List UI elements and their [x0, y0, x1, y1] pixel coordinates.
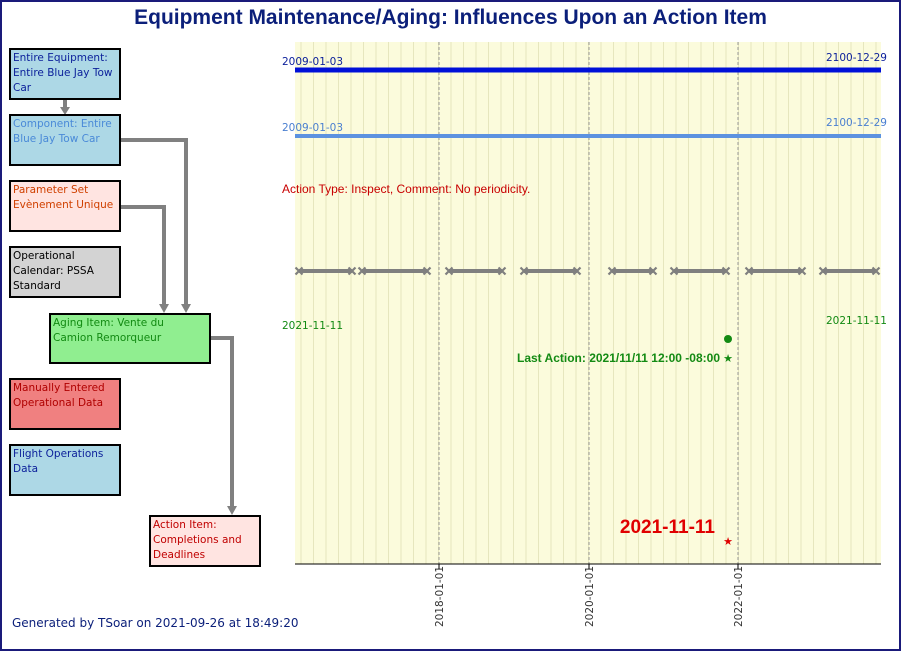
connector-component-aging — [120, 138, 188, 306]
component-start-label: 2009-01-03 — [282, 122, 343, 134]
last-action-label: Last Action: 2021/11/11 12:00 -08:00 — [517, 351, 720, 365]
x-tick-label: 2018-01-01 — [434, 566, 446, 627]
deadline-label: 2021-11-11 — [620, 517, 716, 538]
operational-calendar-box[interactable]: Operational Calendar: PSSA Standard — [9, 246, 121, 298]
connectors — [63, 98, 234, 507]
calendar-segment — [357, 266, 432, 276]
x-tick-label: 2022-01-01 — [733, 566, 745, 627]
parameter-set-label: Parameter Set Evènement Unique — [13, 184, 114, 211]
connector-aging-action — [210, 336, 234, 507]
calendar-segment — [607, 266, 658, 276]
segment-end-marker — [648, 266, 658, 276]
segment-end-marker — [744, 266, 754, 276]
segment-end-marker — [497, 266, 507, 276]
equipment-end-label: 2100-12-29 — [826, 52, 887, 64]
operational-calendar-label: Operational Calendar: PSSA Standard — [13, 250, 94, 292]
deadline-star-icon: ★ — [723, 535, 733, 548]
entire-equipment-label: Entire Equipment: Entire Blue Jay Tow Ca… — [13, 52, 113, 94]
segment-end-marker — [422, 266, 432, 276]
segment-end-marker — [444, 266, 454, 276]
segment-end-marker — [871, 266, 881, 276]
calendar-segment — [294, 266, 357, 276]
segment-end-marker — [572, 266, 582, 276]
segment-end-marker — [721, 266, 731, 276]
calendar-segment — [519, 266, 582, 276]
aging-start-label: 2021-11-11 — [282, 320, 343, 332]
manually-entered-label: Manually Entered Operational Data — [13, 382, 105, 409]
equipment-start-label: 2009-01-03 — [282, 56, 343, 68]
aging-item-label: Aging Item: Vente du Camion Remorqueur — [53, 317, 164, 344]
aging-end-label: 2021-11-11 — [826, 315, 887, 327]
action-item-label: Action Item: Completions and Deadlines — [153, 519, 242, 561]
plot-area — [295, 42, 881, 564]
segment-end-marker — [669, 266, 679, 276]
x-ticks — [438, 564, 739, 569]
flight-operations-label: Flight Operations Data — [13, 448, 104, 475]
arrowhead-action — [227, 506, 237, 515]
flight-operations-box[interactable]: Flight Operations Data — [9, 444, 121, 496]
calendar-segment — [744, 266, 807, 276]
parameter-set-box[interactable]: Parameter Set Evènement Unique — [9, 180, 121, 232]
connector-parameter-aging — [120, 205, 166, 306]
component-label: Component: Entire Blue Jay Tow Car — [13, 118, 112, 145]
segment-end-marker — [607, 266, 617, 276]
minor-grid — [300, 42, 877, 564]
segment-end-marker — [357, 266, 367, 276]
component-box[interactable]: Component: Entire Blue Jay Tow Car — [9, 114, 121, 166]
calendar-segments — [294, 266, 881, 276]
calendar-segment — [444, 266, 507, 276]
segment-end-marker — [294, 266, 304, 276]
segment-end-marker — [818, 266, 828, 276]
connector-arrowheads — [60, 107, 237, 515]
component-end-label: 2100-12-29 — [826, 117, 887, 129]
arrowhead-component — [60, 107, 70, 115]
x-tick-label: 2020-01-01 — [584, 566, 596, 627]
major-grid — [438, 42, 739, 564]
last-action-dot — [724, 335, 732, 343]
segment-end-marker — [347, 266, 357, 276]
aging-item-box[interactable]: Aging Item: Vente du Camion Remorqueur — [49, 313, 211, 364]
calendar-segment — [818, 266, 881, 276]
footer-text: Generated by TSoar on 2021-09-26 at 18:4… — [12, 616, 299, 630]
last-action-star-icon: ★ — [723, 352, 733, 365]
segment-end-marker — [519, 266, 529, 276]
calendar-segment — [669, 266, 731, 276]
manually-entered-box[interactable]: Manually Entered Operational Data — [9, 378, 121, 430]
arrowhead-aging-b — [159, 304, 169, 313]
diagram-title: Equipment Maintenance/Aging: Influences … — [134, 6, 767, 29]
action-info-text: Action Type: Inspect, Comment: No period… — [282, 182, 530, 196]
entire-equipment-box[interactable]: Entire Equipment: Entire Blue Jay Tow Ca… — [9, 48, 121, 100]
action-item-box[interactable]: Action Item: Completions and Deadlines — [149, 515, 261, 567]
arrowhead-aging-a — [181, 304, 191, 313]
segment-end-marker — [797, 266, 807, 276]
